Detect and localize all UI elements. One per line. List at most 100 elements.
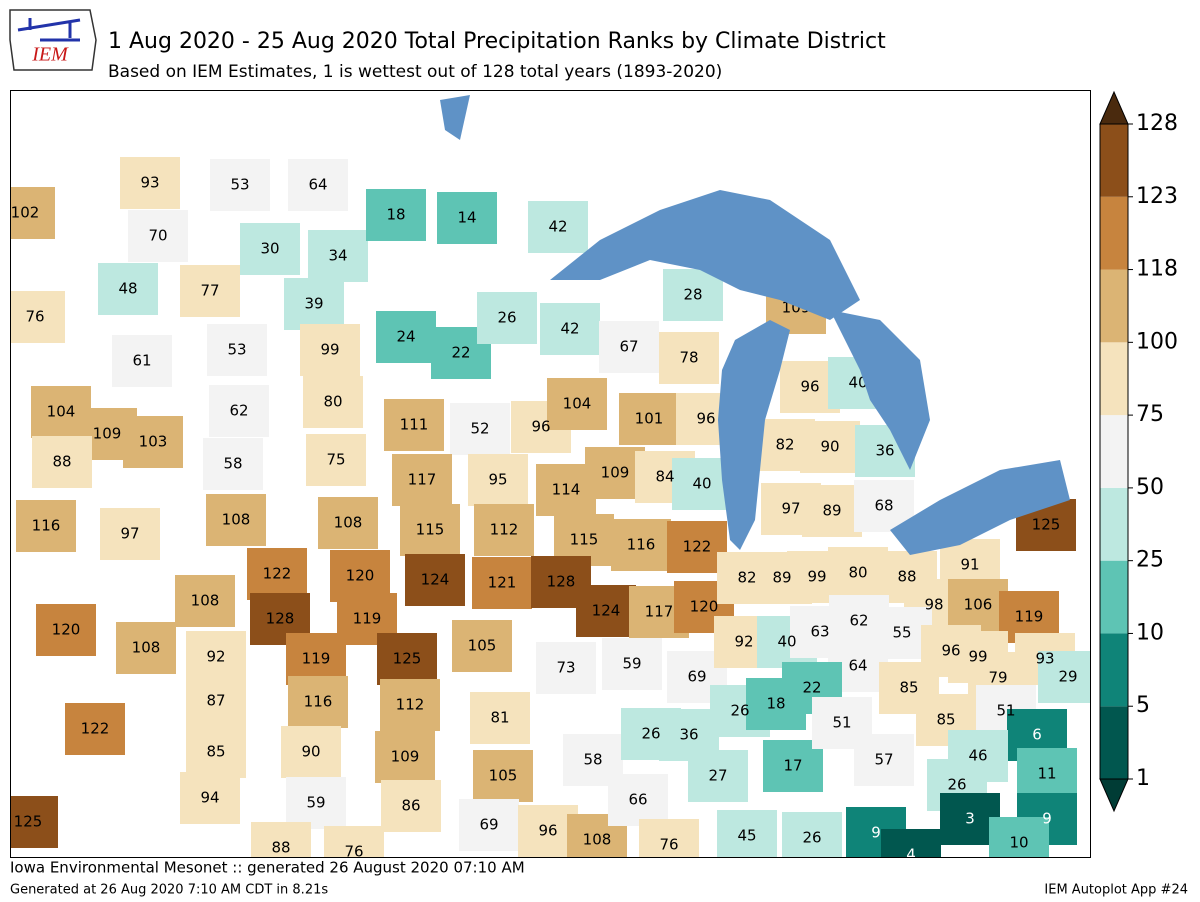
district bbox=[210, 159, 270, 211]
district-rank: 26 bbox=[497, 309, 516, 327]
district-rank: 26 bbox=[641, 725, 660, 743]
district-rank: 116 bbox=[32, 517, 61, 535]
district-rank: 117 bbox=[645, 603, 674, 621]
district-rank: 26 bbox=[802, 829, 821, 847]
district bbox=[663, 269, 723, 321]
district-rank: 3 bbox=[965, 810, 975, 828]
district-rank: 112 bbox=[490, 521, 519, 539]
district-rank: 96 bbox=[531, 418, 550, 436]
district bbox=[536, 642, 596, 694]
district bbox=[470, 692, 530, 744]
district bbox=[576, 585, 636, 637]
district-rank: 122 bbox=[683, 538, 712, 556]
district-rank: 11 bbox=[1037, 765, 1056, 783]
district-rank: 104 bbox=[563, 395, 592, 413]
district bbox=[65, 703, 125, 755]
colorbar-segment bbox=[1100, 269, 1128, 343]
colorbar-tick-label: 128 bbox=[1136, 111, 1178, 136]
district-rank: 91 bbox=[960, 556, 979, 574]
district-rank: 90 bbox=[820, 438, 839, 456]
district-rank: 116 bbox=[627, 536, 656, 554]
district bbox=[659, 332, 719, 384]
district-rank: 58 bbox=[583, 751, 602, 769]
district-rank: 9 bbox=[871, 824, 881, 842]
district-rank: 112 bbox=[396, 696, 425, 714]
district-rank: 125 bbox=[1032, 516, 1061, 534]
district bbox=[11, 796, 58, 848]
district-rank: 111 bbox=[400, 416, 429, 434]
district-rank: 36 bbox=[679, 726, 698, 744]
district-rank: 124 bbox=[592, 602, 621, 620]
district bbox=[98, 263, 158, 315]
district-rank: 4 bbox=[906, 846, 916, 864]
district-rank: 80 bbox=[848, 564, 867, 582]
district bbox=[207, 324, 267, 376]
district bbox=[800, 421, 860, 473]
district-rank: 122 bbox=[263, 565, 292, 583]
district-rank: 99 bbox=[320, 341, 339, 359]
district-rank: 120 bbox=[52, 621, 81, 639]
district bbox=[247, 548, 307, 600]
district-rank: 58 bbox=[223, 455, 242, 473]
district-rank: 51 bbox=[832, 714, 851, 732]
district-rank: 61 bbox=[132, 352, 151, 370]
district bbox=[16, 500, 76, 552]
district-rank: 18 bbox=[766, 695, 785, 713]
district bbox=[300, 324, 360, 376]
district bbox=[450, 403, 510, 455]
district bbox=[288, 676, 348, 728]
district bbox=[468, 454, 528, 506]
district bbox=[608, 774, 668, 826]
district-rank: 116 bbox=[304, 693, 333, 711]
district-rank: 64 bbox=[848, 657, 867, 675]
logo: IEM bbox=[9, 9, 97, 71]
district bbox=[528, 201, 588, 253]
district-rank: 55 bbox=[892, 624, 911, 642]
district bbox=[306, 434, 366, 486]
district bbox=[11, 291, 65, 343]
district bbox=[400, 504, 460, 556]
colorbar-segment bbox=[1100, 415, 1128, 488]
district-rank: 128 bbox=[547, 573, 576, 591]
district-rank: 82 bbox=[737, 569, 756, 587]
colorbar-segment bbox=[1100, 706, 1128, 779]
district-rank: 114 bbox=[552, 481, 581, 499]
district bbox=[375, 731, 435, 783]
district-rank: 68 bbox=[874, 497, 893, 515]
district-rank: 96 bbox=[800, 378, 819, 396]
district-rank: 17 bbox=[783, 757, 802, 775]
district-rank: 53 bbox=[230, 176, 249, 194]
district-rank: 109 bbox=[601, 464, 630, 482]
district bbox=[782, 812, 842, 857]
colorbar-segment bbox=[1100, 124, 1128, 197]
district-rank: 108 bbox=[334, 514, 363, 532]
subtitle: Based on IEM Estimates, 1 is wettest out… bbox=[108, 62, 722, 82]
district-rank: 88 bbox=[52, 453, 71, 471]
district bbox=[186, 675, 246, 727]
district bbox=[209, 385, 269, 437]
district bbox=[472, 557, 532, 609]
district bbox=[308, 230, 368, 282]
district-rank: 76 bbox=[659, 836, 678, 854]
district bbox=[251, 822, 311, 857]
district-rank: 76 bbox=[344, 843, 363, 861]
district-rank: 42 bbox=[548, 218, 567, 236]
colorbar-tick-label: 5 bbox=[1136, 693, 1150, 718]
district-rank: 28 bbox=[683, 286, 702, 304]
district-rank: 52 bbox=[470, 420, 489, 438]
district-rank: 92 bbox=[734, 633, 753, 651]
district-rank: 105 bbox=[489, 767, 518, 785]
district bbox=[36, 604, 96, 656]
district bbox=[437, 192, 497, 244]
district-rank: 96 bbox=[538, 822, 557, 840]
district bbox=[120, 157, 180, 209]
district-rank: 98 bbox=[924, 596, 943, 614]
district-rank: 90 bbox=[301, 743, 320, 761]
district-rank: 27 bbox=[708, 767, 727, 785]
colorbar-tick-label: 50 bbox=[1136, 475, 1164, 500]
colorbar-under bbox=[1099, 778, 1129, 813]
district-rank: 120 bbox=[690, 598, 719, 616]
district bbox=[112, 335, 172, 387]
district-rank: 64 bbox=[308, 176, 327, 194]
